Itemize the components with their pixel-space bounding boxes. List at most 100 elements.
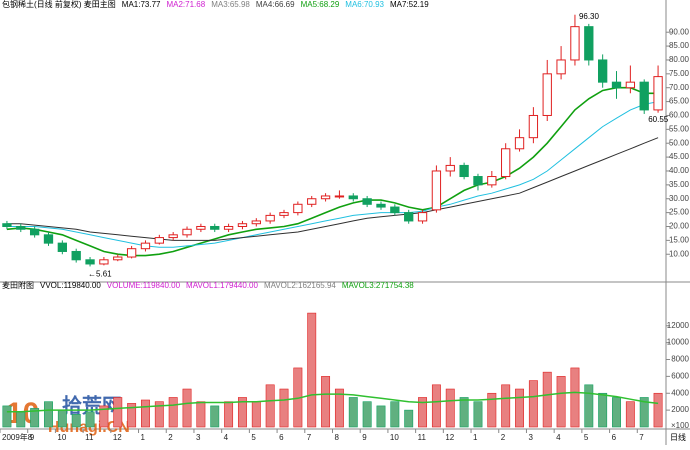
candle-body: [348, 195, 358, 200]
header-item: 包钢稀土(日线 前复权) 麦田主图: [2, 0, 116, 9]
volume-bar: [445, 388, 455, 428]
candle-body: [57, 242, 67, 252]
volume-bar: [584, 384, 594, 428]
x-tick-label: 3: [528, 433, 533, 442]
annotation: ←5.61: [88, 270, 112, 279]
x-tick-label: 12: [113, 433, 122, 442]
y-tick-label: 55.00: [669, 124, 690, 133]
candle-body: [362, 198, 372, 205]
candle-body: [487, 176, 497, 186]
volume-bar: [639, 397, 649, 428]
x-tick-label: 10: [390, 433, 399, 442]
volume-bar: [556, 376, 566, 428]
volume-ma-line: [6, 391, 659, 413]
candle-body: [473, 176, 483, 186]
y-tick-label: 65.00: [669, 97, 690, 106]
candle-body: [307, 198, 317, 205]
header-item: MA6:70.93: [345, 0, 384, 9]
candle-body: [542, 73, 552, 116]
annotation: 60.55: [648, 115, 669, 124]
candle-body: [598, 59, 608, 83]
volume-bar: [154, 401, 164, 428]
candle-body: [584, 26, 594, 61]
v-tick-label: 12000: [667, 321, 690, 330]
volume-bar: [113, 397, 123, 428]
volume-bar: [141, 399, 150, 428]
x-tick-label: 4: [556, 433, 561, 442]
y-tick-label: 85.00: [669, 41, 690, 50]
volume-bar: [127, 403, 137, 428]
volume-bar: [224, 401, 234, 428]
x-tick-label: 8: [335, 433, 340, 442]
candle-body: [320, 195, 331, 200]
volume-bar: [2, 405, 12, 428]
volume-bar: [570, 367, 580, 428]
candle-body: [154, 237, 164, 244]
y-tick-label: 20.00: [669, 222, 690, 231]
candle-body: [501, 148, 511, 178]
candle-body: [265, 214, 275, 222]
candle-body: [16, 225, 26, 230]
x-tick-label: 2009年8: [2, 432, 33, 442]
candle-body: [251, 220, 261, 225]
volume-bar: [210, 405, 220, 428]
candle-body: [196, 225, 206, 230]
candle-body: [514, 137, 525, 150]
candle-body: [279, 212, 289, 216]
candle-body: [417, 212, 428, 222]
v-tick-label: 6000: [671, 371, 689, 380]
volume-bar: [653, 392, 663, 428]
candle-body: [653, 76, 663, 111]
candle-body: [182, 228, 192, 236]
volume-bar: [251, 401, 261, 428]
candle-body: [126, 248, 137, 258]
candle-body: [625, 81, 636, 89]
volume-bar: [404, 409, 414, 428]
volume-bar: [515, 388, 524, 428]
candle-body: [293, 203, 303, 214]
candle-body: [99, 259, 109, 265]
x-tick-label: 6: [279, 433, 284, 442]
volume-bar: [376, 405, 386, 428]
v-tick-label: 2000: [671, 405, 689, 414]
candle-body: [140, 242, 151, 250]
y-tick-label: 90.00: [669, 27, 690, 36]
y-tick-label: 50.00: [669, 138, 690, 147]
candle-body: [390, 206, 400, 214]
watermark: Hunagi.CN: [48, 419, 130, 436]
candle-body: [611, 81, 622, 89]
candle-body: [210, 225, 220, 230]
volume-bar: [418, 397, 428, 428]
y-tick-label: 45.00: [669, 152, 690, 161]
period-label: 日线: [670, 432, 686, 442]
header-item: MAVOL1:179440.00: [186, 281, 258, 290]
candle-body: [168, 234, 178, 239]
x-tick-label: 4: [224, 433, 229, 442]
volume-bar: [44, 401, 53, 428]
y-tick-label: 25.00: [669, 208, 690, 217]
x-tick-label: 7: [639, 433, 644, 442]
candle-body: [404, 212, 414, 222]
header-item: MA1:73.77: [122, 0, 161, 9]
candle-body: [237, 223, 248, 227]
volume-bar: [390, 401, 400, 428]
volume-bar: [598, 392, 608, 428]
volume-bar: [85, 411, 95, 428]
volume-bar: [321, 376, 331, 428]
volume-bar: [473, 401, 483, 428]
volume-bar: [348, 397, 358, 428]
v-tick-label: 4000: [671, 388, 689, 397]
annotation: 96.30: [579, 12, 600, 21]
volume-bar: [71, 414, 81, 428]
volume-bar: [196, 401, 206, 428]
candle-body: [2, 223, 12, 227]
x-tick-label: 5: [251, 433, 256, 442]
x-tick-label: 6: [612, 433, 617, 442]
candle-body: [445, 164, 455, 172]
volume-bar: [459, 397, 469, 428]
header-item: VVOL:119840.00: [40, 281, 101, 290]
volume-bar: [625, 401, 635, 428]
y-tick-label: 10.00: [669, 249, 690, 258]
